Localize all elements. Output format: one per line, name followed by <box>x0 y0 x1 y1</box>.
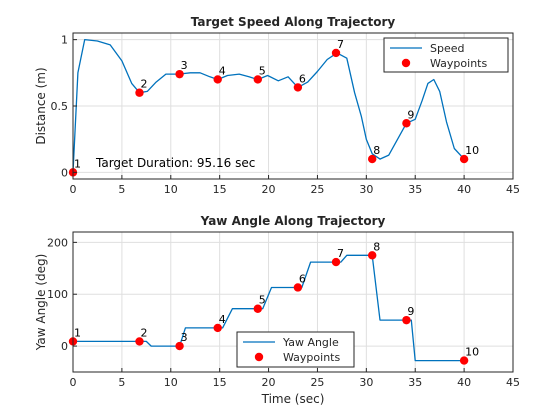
waypoint-label: 10 <box>465 144 479 157</box>
x-tick-label: 45 <box>506 376 520 389</box>
y-tick-label: 0 <box>61 166 68 179</box>
waypoint-marker <box>368 154 377 164</box>
waypoint-label: 5 <box>259 64 266 77</box>
waypoint-marker <box>213 75 222 84</box>
waypoint-label: 2 <box>140 326 147 339</box>
x-tick-label: 0 <box>70 376 77 389</box>
legend-waypoints-marker <box>401 58 411 68</box>
waypoint-marker <box>135 337 144 346</box>
speed-y-axis-label: Distance (m) <box>34 67 48 144</box>
yaw-legend: Yaw Angle Waypoints <box>236 331 355 368</box>
waypoint-marker <box>175 341 184 351</box>
x-tick-label: 15 <box>213 376 227 389</box>
yaw-chart-title: Yaw Angle Along Trajectory <box>200 214 386 228</box>
x-tick-label: 40 <box>457 376 471 389</box>
waypoint-label: 8 <box>373 144 380 157</box>
waypoint-marker <box>253 304 262 313</box>
waypoint-marker <box>459 356 469 365</box>
waypoint-marker <box>331 48 341 58</box>
x-tick-label: 5 <box>118 183 125 196</box>
x-tick-label: 20 <box>262 376 276 389</box>
waypoint-marker <box>293 283 303 292</box>
x-tick-label: 10 <box>164 376 178 389</box>
waypoint-label: 3 <box>181 331 188 344</box>
waypoint-label: 1 <box>74 326 81 339</box>
waypoint-label: 6 <box>299 72 306 85</box>
waypoint-marker <box>368 251 377 260</box>
waypoint-marker <box>459 154 469 164</box>
x-tick-label: 10 <box>164 183 178 196</box>
y-tick-label: 0.5 <box>51 100 69 113</box>
legend-waypoints-marker <box>254 352 264 362</box>
legend-yaw-angle-label: Yaw Angle <box>282 336 339 349</box>
waypoint-label: 3 <box>181 59 188 72</box>
x-tick-label: 25 <box>310 376 324 389</box>
x-tick-label: 35 <box>408 376 422 389</box>
waypoint-label: 9 <box>407 305 414 318</box>
y-tick-label: 0 <box>61 340 68 353</box>
waypoint-marker <box>331 257 341 267</box>
waypoint-label: 9 <box>407 108 414 121</box>
waypoint-marker <box>175 69 184 79</box>
speed-legend: Speed Waypoints <box>383 37 509 73</box>
waypoint-label: 6 <box>299 272 306 285</box>
legend-waypoints-label: Waypoints <box>283 351 340 364</box>
x-tick-label: 25 <box>310 183 324 196</box>
x-tick-label: 15 <box>213 183 227 196</box>
x-tick-label: 35 <box>408 183 422 196</box>
yaw-y-axis-label: Yaw Angle (deg) <box>34 254 48 352</box>
waypoint-marker <box>135 88 144 97</box>
yaw-legend-box <box>236 331 355 368</box>
legend-speed-label: Speed <box>430 42 464 55</box>
waypoint-label: 5 <box>259 294 266 307</box>
x-tick-label: 40 <box>457 183 471 196</box>
speed-chart-title: Target Speed Along Trajectory <box>191 15 396 29</box>
y-tick-label: 1 <box>61 34 68 47</box>
waypoint-label: 8 <box>373 240 380 253</box>
y-tick-label: 200 <box>47 236 68 249</box>
x-tick-label: 30 <box>359 183 373 196</box>
x-tick-label: 0 <box>70 183 77 196</box>
waypoint-label: 7 <box>337 38 344 51</box>
waypoint-marker <box>402 315 411 325</box>
waypoint-label: 2 <box>140 78 147 91</box>
x-tick-label: 45 <box>506 183 520 196</box>
x-tick-label: 20 <box>262 183 276 196</box>
waypoint-label: 4 <box>219 313 226 326</box>
waypoint-label: 7 <box>337 247 344 260</box>
yaw-x-axis-label: Time (sec) <box>261 392 325 406</box>
speed-waypoints-layer: 1 2 3 4 5 6 7 8 9 10 <box>68 38 479 177</box>
yaw-axes-frame <box>72 231 514 373</box>
speed-grid <box>72 33 514 179</box>
waypoint-label: 4 <box>219 64 226 77</box>
waypoint-marker <box>213 323 222 333</box>
target-duration-annotation: Target Duration: 95.16 sec <box>95 156 255 170</box>
waypoint-label: 1 <box>74 157 81 170</box>
yaw-waypoints-layer: 1 2 3 4 5 6 7 8 9 10 <box>68 240 479 365</box>
y-tick-label: 100 <box>47 288 68 301</box>
x-tick-label: 30 <box>359 376 373 389</box>
x-tick-label: 5 <box>118 376 125 389</box>
waypoint-marker <box>253 75 262 84</box>
waypoint-marker <box>293 83 303 92</box>
waypoint-marker <box>402 119 411 128</box>
waypoint-label: 10 <box>465 346 479 359</box>
legend-waypoints-label: Waypoints <box>430 57 487 70</box>
